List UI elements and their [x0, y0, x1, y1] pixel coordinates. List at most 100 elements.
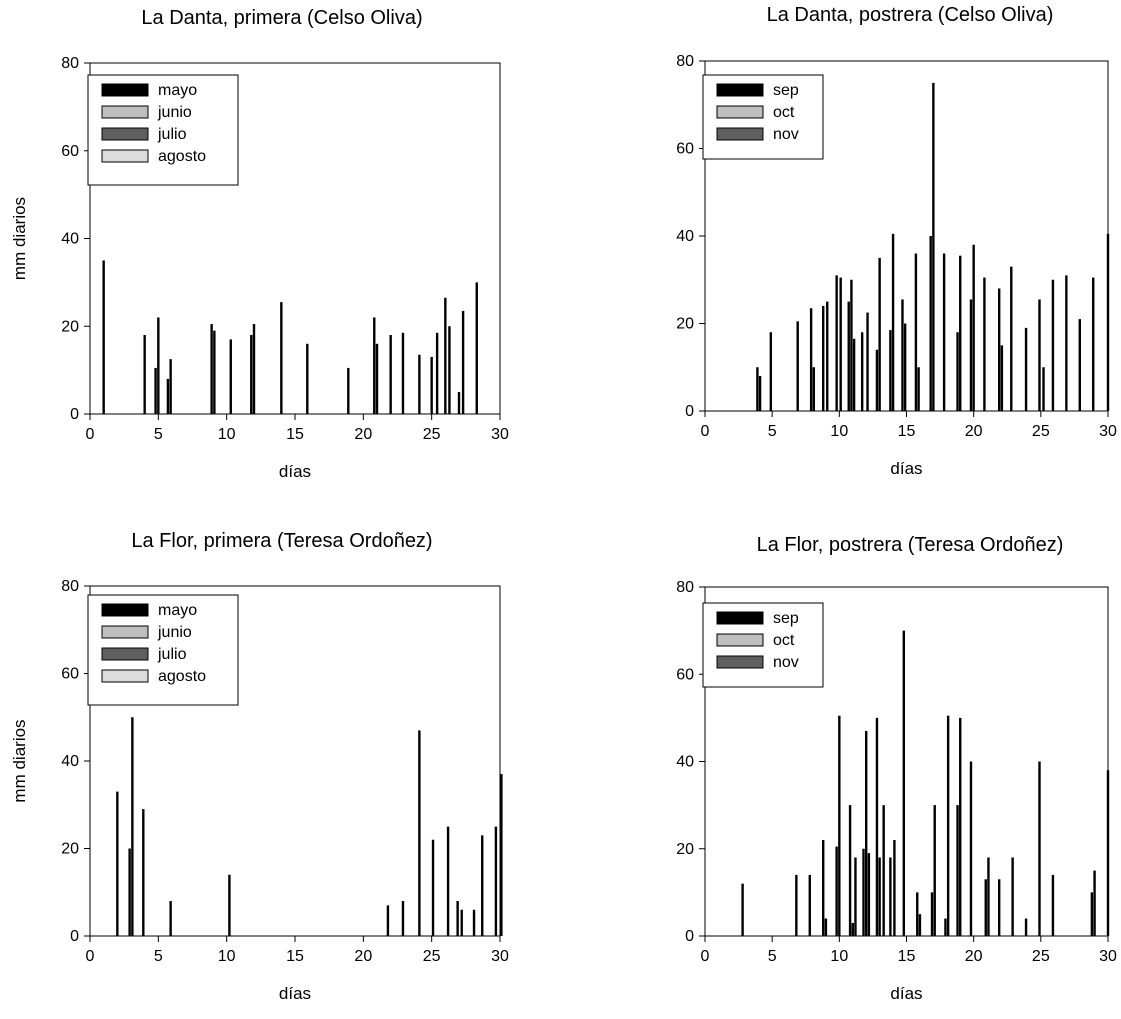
bar-sep: [1024, 918, 1028, 936]
bar-sep: [997, 288, 1001, 411]
x-tick-label: 10: [218, 948, 236, 965]
x-tick-label: 5: [768, 948, 777, 965]
chart-title: La Flor, postrera (Teresa Ordoñez): [757, 534, 1064, 556]
bar-mayo: [401, 332, 405, 414]
bar-sep: [902, 630, 906, 936]
bar-mayo: [157, 317, 160, 414]
bar-mayo: [375, 343, 379, 414]
legend-label-junio: junio: [157, 624, 192, 641]
legend-label-agosto: agosto: [158, 668, 206, 685]
y-tick-label: 20: [676, 841, 694, 858]
bar-sep: [1090, 892, 1094, 936]
bar-sep: [865, 730, 868, 936]
bar-sep: [933, 805, 936, 936]
x-tick-label: 25: [423, 948, 441, 965]
legend-label-julio: julio: [157, 126, 187, 143]
bar-sep: [847, 301, 850, 411]
legend-label-nov: nov: [773, 126, 799, 143]
y-axis-label: mm diarios: [10, 197, 29, 280]
bar-sep: [889, 857, 892, 936]
legend-swatch-nov: [716, 655, 764, 669]
bar-sep: [891, 233, 895, 411]
bar-mayo: [169, 359, 172, 414]
bar-sep: [878, 257, 881, 411]
bar-sep: [758, 376, 762, 411]
bar-sep: [878, 857, 881, 936]
bar-sep: [946, 715, 950, 936]
bar-mayo: [210, 324, 213, 414]
legend-label-nov: nov: [773, 654, 799, 671]
bar-mayo: [306, 343, 309, 414]
bar-sep: [944, 918, 947, 936]
x-tick-label: 0: [86, 426, 95, 443]
bar-mayo: [280, 302, 283, 414]
x-tick-label: 10: [830, 423, 848, 440]
x-tick-label: 20: [354, 426, 372, 443]
y-tick-label: 0: [685, 928, 694, 945]
bar-sep: [984, 879, 987, 936]
chart-title: La Danta, postrera (Celso Oliva): [767, 4, 1054, 26]
bar-sep: [860, 332, 864, 411]
bar-sep: [1000, 345, 1004, 411]
bar-sep: [822, 306, 825, 411]
bar-sep: [822, 840, 825, 936]
bar-mayo: [143, 335, 146, 414]
y-tick-label: 40: [61, 753, 79, 770]
bar-mayo: [418, 354, 421, 414]
x-tick-label: 5: [768, 423, 777, 440]
bar-sep: [1092, 277, 1095, 411]
x-tick-label: 30: [1099, 948, 1117, 965]
bar-sep: [914, 253, 918, 411]
bar-sep: [875, 349, 879, 411]
bar-mayo: [213, 330, 216, 414]
legend-swatch-sep: [716, 611, 764, 625]
legend: mayo junio julio agosto: [87, 594, 239, 706]
x-tick-label: 15: [898, 423, 916, 440]
bar-mayo: [154, 367, 157, 414]
bar-mayo: [472, 909, 476, 936]
bar-sep: [796, 321, 799, 411]
y-tick-label: 80: [676, 579, 694, 596]
y-tick-label: 60: [676, 666, 694, 683]
legend-swatch-julio: [101, 127, 149, 141]
bar-sep: [1078, 319, 1081, 411]
bar-sep: [932, 82, 935, 411]
legend-label-junio: junio: [157, 104, 192, 121]
chart-panel-flor-postrera: La Flor, postrera (Teresa Ordoñez) 0 20 40 6…: [676, 534, 1117, 1003]
bar-sep: [1042, 367, 1045, 411]
legend-label-sep: sep: [773, 82, 799, 99]
bar-sep: [835, 275, 838, 411]
bar-sep: [1010, 266, 1013, 411]
bar-mayo: [142, 809, 145, 936]
bar-sep: [862, 848, 865, 936]
bar-sep: [839, 277, 842, 411]
legend-swatch-sep: [716, 83, 764, 97]
legend-label-agosto: agosto: [158, 148, 206, 165]
x-axis-label: días: [890, 459, 922, 478]
chart-panel-flor-primera: La Flor, primera (Teresa Ordoñez) 0 20 40 60…: [10, 530, 509, 1003]
legend-swatch-oct: [716, 105, 764, 119]
y-axis-label: mm diarios: [10, 719, 29, 802]
bar-mayo: [373, 317, 376, 414]
bar-sep: [969, 299, 973, 411]
bar-mayo: [116, 791, 119, 936]
bar-sep: [1093, 870, 1096, 936]
y-tick-label: 0: [70, 928, 79, 945]
chart-title: La Danta, primera (Celso Oliva): [141, 7, 422, 29]
bar-sep: [854, 857, 857, 936]
bar-sep: [809, 308, 813, 411]
x-tick-label: 10: [830, 948, 848, 965]
bar-mayo: [461, 310, 465, 414]
legend-swatch-junio: [101, 625, 149, 639]
bar-sep: [930, 892, 934, 936]
bar-sep: [866, 312, 869, 411]
y-tick-label: 0: [70, 406, 79, 423]
bar-sep: [917, 367, 920, 411]
legend: mayo junio julio agosto: [87, 74, 239, 186]
bar-sep: [1024, 327, 1028, 411]
bar-mayo: [389, 335, 392, 414]
legend-label-sep: sep: [773, 610, 799, 627]
bar-sep: [756, 367, 759, 411]
bar-sep: [1065, 275, 1068, 411]
